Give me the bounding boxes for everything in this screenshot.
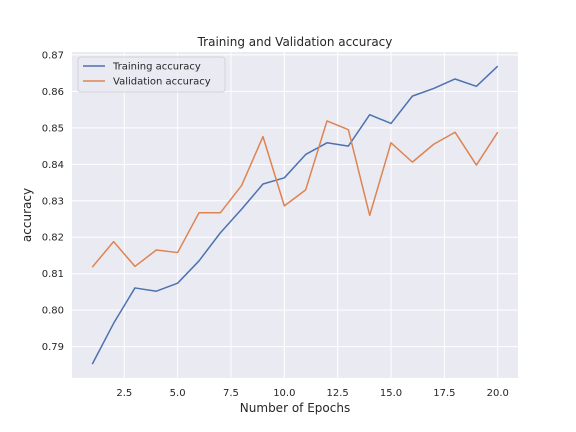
y-axis-label: accuracy: [20, 188, 34, 242]
x-tick-label: 7.5: [223, 388, 239, 399]
legend: Training accuracy Validation accuracy: [78, 57, 225, 92]
y-tick-label: 0.82: [42, 233, 64, 244]
x-axis-label: Number of Epochs: [240, 401, 350, 415]
x-tick-label: 10.0: [273, 388, 295, 399]
y-tick-label: 0.84: [42, 160, 64, 171]
legend-label: Training accuracy: [112, 62, 201, 73]
x-tick-label: 2.5: [116, 388, 132, 399]
plot-background: [72, 52, 518, 378]
y-tick-label: 0.80: [42, 306, 64, 317]
x-tick-label: 12.5: [327, 388, 349, 399]
y-tick-label: 0.86: [42, 87, 64, 98]
x-tick-label: 5.0: [170, 388, 186, 399]
x-tick-label: 17.5: [433, 388, 455, 399]
legend-label: Validation accuracy: [113, 77, 211, 88]
x-axis-ticks: 2.5 5.0 7.5 10.0 12.5 15.0 17.5 20.0: [116, 388, 509, 399]
y-tick-label: 0.85: [42, 123, 64, 134]
x-tick-label: 15.0: [380, 388, 402, 399]
y-tick-label: 0.87: [42, 50, 64, 61]
chart-title: Training and Validation accuracy: [197, 35, 393, 49]
y-tick-label: 0.81: [42, 269, 64, 280]
y-axis-ticks: 0.79 0.80 0.81 0.82 0.83 0.84 0.85 0.86 0.87: [42, 50, 64, 353]
x-tick-label: 20.0: [487, 388, 509, 399]
y-tick-label: 0.83: [42, 196, 64, 207]
y-tick-label: 0.79: [42, 342, 64, 353]
